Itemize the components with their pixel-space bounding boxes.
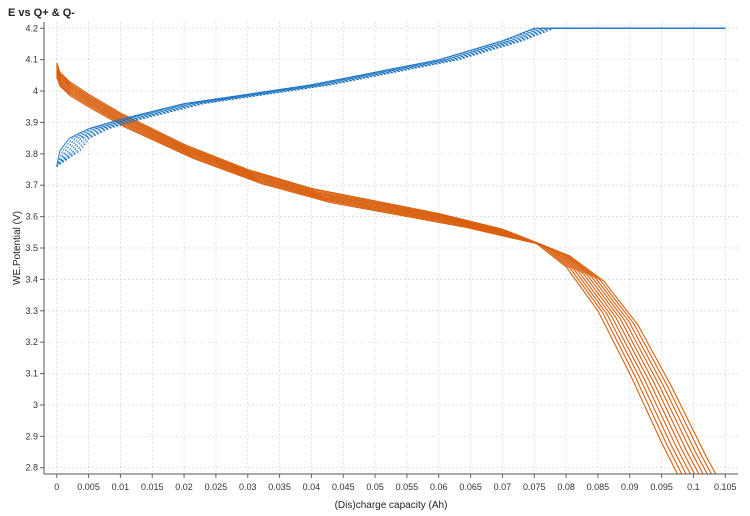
y-axis-title: WE.Potential (V) [12, 211, 23, 285]
discharge-cycle-line [56, 72, 704, 474]
charge-cycle-line [56, 27, 726, 167]
discharge-cycle-line [56, 65, 687, 474]
x-tick-label: 0.09 [621, 482, 639, 492]
charge-cycle-line [56, 27, 726, 167]
x-tick-label: 0.04 [303, 482, 321, 492]
x-tick-label: 0.1 [687, 482, 700, 492]
y-tick-label: 2.8 [25, 463, 38, 473]
x-tick-label: 0.015 [141, 482, 164, 492]
y-tick-label: 3.4 [25, 274, 38, 284]
discharge-cycle-line [56, 62, 678, 474]
x-tick-label: 0.01 [112, 482, 130, 492]
y-tick-label: 3.5 [25, 243, 38, 253]
discharge-cycle-line [56, 75, 713, 474]
discharge-cycle-line [56, 67, 691, 474]
x-tick-label: 0.105 [714, 482, 737, 492]
y-tick-label: 3 [33, 400, 38, 410]
charge-cycle-line [56, 27, 726, 167]
x-tick-label: 0.03 [239, 482, 257, 492]
x-tick-label: 0.02 [175, 482, 193, 492]
discharge-cycle-line [56, 68, 696, 474]
y-tick-label: 4.2 [25, 23, 38, 33]
charge-cycle-line [56, 27, 726, 167]
y-tick-label: 3.2 [25, 337, 38, 347]
y-tick-label: 3.8 [25, 149, 38, 159]
x-axis-title: (Dis)charge capacity (Ah) [335, 500, 448, 511]
y-tick-label: 3.1 [25, 369, 38, 379]
x-tick-label: 0 [54, 482, 59, 492]
x-tick-label: 0.055 [396, 482, 419, 492]
discharge-cycle-line [56, 73, 708, 474]
y-tick-label: 4 [33, 86, 38, 96]
grid [44, 22, 738, 474]
discharge-cycle-line [56, 64, 683, 474]
x-tick-label: 0.08 [557, 482, 575, 492]
y-tick-label: 3.9 [25, 117, 38, 127]
x-tick-label: 0.025 [205, 482, 228, 492]
x-tick-label: 0.07 [494, 482, 512, 492]
x-tick-label: 0.05 [366, 482, 384, 492]
y-tick-label: 2.9 [25, 431, 38, 441]
chart-title: E vs Q+ & Q- [8, 7, 75, 19]
x-tick-label: 0.085 [587, 482, 610, 492]
y-tick-label: 4.1 [25, 55, 38, 65]
x-tick-label: 0.035 [268, 482, 291, 492]
charge-cycle-line [56, 27, 726, 167]
y-tick-label: 3.7 [25, 180, 38, 190]
x-tick-label: 0.005 [77, 482, 100, 492]
charge-cycle-line [56, 27, 726, 167]
y-tick-label: 3.3 [25, 306, 38, 316]
charge-cycle-line [56, 27, 726, 167]
x-tick-label: 0.06 [430, 482, 448, 492]
discharge-cycle-line [56, 70, 700, 474]
x-tick-label: 0.075 [523, 482, 546, 492]
y-tick-label: 3.6 [25, 212, 38, 222]
series [56, 27, 726, 474]
charge-cycle-line [56, 27, 726, 167]
x-tick-label: 0.045 [332, 482, 355, 492]
x-tick-label: 0.095 [650, 482, 673, 492]
discharge-cycle-line [56, 76, 717, 474]
x-tick-label: 0.065 [459, 482, 482, 492]
axes: 2.8 2.9 3 3.1 3.2 3.3 3.4 3.5 3.6 3.7 3.8 3.9 4 4.1 4.… [12, 22, 738, 511]
